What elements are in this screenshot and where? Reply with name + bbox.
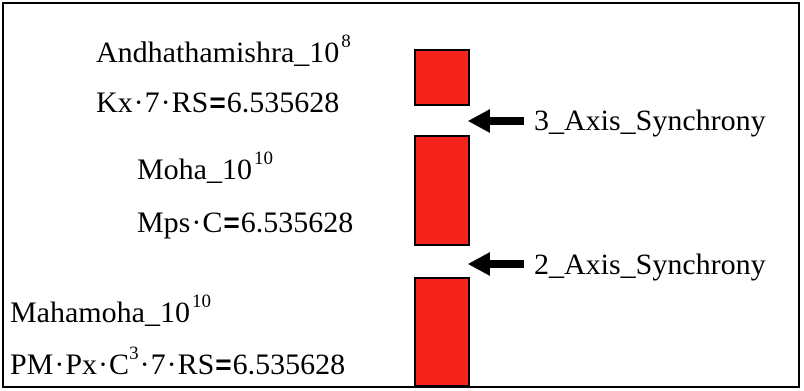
- block-3-value: 6.535628: [232, 348, 346, 381]
- formula-term: RS: [177, 348, 215, 381]
- block-1-name: Andhathamishra: [96, 36, 295, 69]
- formula-term: C: [109, 348, 130, 381]
- multiply-dot: ·: [191, 206, 202, 239]
- block-2-bar: [414, 135, 470, 246]
- multiply-dot: ·: [166, 348, 177, 381]
- formula-term: PM: [10, 348, 54, 381]
- equals-sign: =: [215, 349, 232, 380]
- formula-term: 7: [150, 348, 166, 381]
- c-exponent: 3: [129, 343, 139, 364]
- block-1-title: Andhathamishra_10 8: [96, 32, 351, 69]
- block-3-exp-base: _10: [144, 296, 190, 329]
- block-3-name: Mahamoha: [10, 296, 145, 329]
- multiply-dot: ·: [139, 348, 150, 381]
- block-2-exp-base: _10: [207, 153, 252, 186]
- multiply-dot: ·: [133, 86, 144, 119]
- formula-term: 7: [144, 86, 160, 119]
- multiply-dot: ·: [160, 86, 171, 119]
- formula-term: Mps: [137, 206, 191, 239]
- block-3-formula: PM·Px·C3·7·RS=6.535628: [10, 344, 346, 381]
- arrow-left-icon: [468, 109, 524, 133]
- formula-term: Px: [65, 348, 98, 381]
- block-2-title: Moha_10 10: [137, 149, 273, 186]
- arrow-1-label: 3_Axis_Synchrony: [534, 104, 766, 137]
- block-2-formula: Mps·C=6.535628: [137, 208, 353, 238]
- multiply-dot: ·: [54, 348, 65, 381]
- equals-sign: =: [209, 87, 226, 118]
- formula-term: C: [202, 206, 223, 239]
- block-1-exp-base: _10: [294, 36, 340, 69]
- formula-term: Kx: [96, 86, 133, 119]
- block-3-exponent: 10: [191, 291, 211, 312]
- arrow-2-label: 2_Axis_Synchrony: [534, 248, 766, 281]
- equals-sign: =: [223, 207, 240, 238]
- block-2-exponent: 10: [254, 148, 273, 169]
- block-1-value: 6.535628: [226, 86, 340, 119]
- block-1-formula: Kx·7·RS=6.535628: [96, 88, 339, 118]
- block-1-bar: [414, 49, 470, 106]
- block-2-name: Moha: [137, 153, 207, 186]
- multiply-dot: ·: [98, 348, 109, 381]
- block-3-bar: [414, 277, 470, 387]
- diagram-frame: [2, 2, 800, 388]
- formula-term: RS: [171, 86, 209, 119]
- block-2-value: 6.535628: [240, 206, 354, 239]
- block-3-title: Mahamoha_10 10: [10, 292, 211, 329]
- arrow-left-icon: [468, 252, 524, 276]
- block-1-exponent: 8: [341, 31, 351, 52]
